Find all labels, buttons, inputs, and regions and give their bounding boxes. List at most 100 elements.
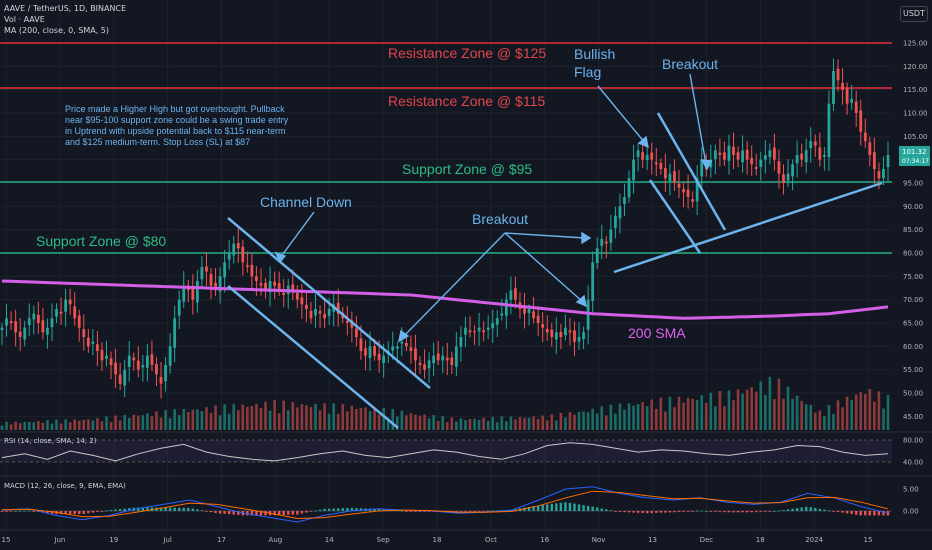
flag-lower-line[interactable] [648,179,702,254]
volume-bar [409,413,413,430]
candle-body [368,346,372,358]
candle-body [850,99,854,103]
currency-button[interactable]: USDT [900,6,928,22]
macd-line[interactable] [1,486,889,523]
candle-body [800,153,804,160]
volume-bar [132,414,136,430]
price-tick-label: 65.00 [903,320,923,328]
macd-histogram-bar [741,511,744,513]
macd-histogram-bar [87,511,90,514]
macd-histogram-bar [355,508,358,511]
channel-arrow [279,211,315,259]
volume-bar [586,412,590,430]
candle-body [382,355,386,364]
macd-histogram-bar [650,511,653,514]
time-tick-label: 2024 [805,536,823,544]
candle-body [877,171,881,179]
volume-bar [736,389,740,430]
rsi-tick-label: 80.00 [903,437,923,445]
channel-upper-line[interactable] [227,217,431,389]
macd-histogram-bar [686,511,690,512]
candle-body [627,178,631,198]
volume-bar [741,393,744,430]
candle-body [345,320,349,323]
volume-bar [246,406,249,430]
candle-body [32,313,36,320]
breakout-arrowhead-left [398,329,410,343]
breakout-arrow-mid [504,232,586,239]
macd-histogram-bar [873,511,876,516]
volume-label: Vol · AAVE [4,15,45,24]
volume-bar [691,398,694,430]
breakout-top-label: Breakout [662,56,718,72]
candle-body [300,297,304,305]
signal-line[interactable] [1,490,889,520]
macd-histogram-bar [78,511,81,515]
volume-bar [259,408,263,430]
volume-bar [73,419,76,430]
macd-histogram-bar [859,511,862,516]
macd-histogram-bar [877,511,881,516]
candle-body [509,290,513,300]
volume-bar [745,389,749,430]
volume-bar [486,421,490,430]
price-axis[interactable]: 45.00 50.00 55.00 60.00 65.00 70.00 75.00 80.00… [903,40,928,516]
time-axis[interactable]: 15 Jun 19 Jul 17 Aug 14 Sep 18 Oct 16 Nov 13 Dec 18 202… [2,536,873,544]
candle-body [245,265,249,267]
volume-bar [491,416,495,430]
macd-histogram-bar [682,511,685,512]
volume-bar [123,414,126,430]
macd-histogram-bar [591,506,594,511]
macd-histogram-bar [636,511,640,513]
candle-body [473,331,476,333]
volume-bar [405,415,408,430]
volume-bar [682,402,685,430]
volume-bar [55,419,58,430]
uptrend-line[interactable] [613,181,883,274]
volume-bar [146,413,149,430]
time-tick-label: Dec [700,536,714,544]
resistance-115-label: Resistance Zone @ $115 [388,93,545,109]
candle-body [623,197,626,205]
macd-histogram-bar [782,510,785,511]
candle-body [859,110,863,132]
macd-histogram-bar [223,511,226,514]
price-tick-label: 125.00 [903,40,928,48]
candle-body [732,146,735,155]
sma-200-line[interactable] [1,279,889,320]
candle-body [836,68,840,81]
macd-histogram-bar [23,510,26,512]
macd-histogram-bar [259,511,263,516]
volume-bar [623,409,626,430]
volume-bar [727,390,731,430]
time-tick-label: 13 [648,536,657,544]
macd-histogram-bar [745,511,749,513]
macd-histogram-bar [805,506,808,511]
volume-bar [850,399,853,430]
candle-body [527,309,531,314]
volume-bar [91,420,95,430]
volume-bar [709,392,713,430]
candle-body [763,155,767,160]
support-80-label: Support Zone @ $80 [36,233,166,249]
current-price-tag: 101.32 07:34:17 [899,146,930,166]
candle-body [582,332,585,340]
volume-bar [232,404,236,430]
volume-bar [336,413,340,430]
volume-bar [868,388,872,430]
macd-histogram-bar [546,504,549,511]
candle-body [250,264,254,277]
drawings [227,112,883,429]
volume-bar [355,409,358,430]
macd-histogram-bar [105,510,108,512]
macd-histogram-bar [464,511,467,512]
volume-bar [473,418,476,430]
flag-upper-line[interactable] [656,112,727,231]
candle-body [768,150,772,158]
candle-body [127,355,131,367]
volume-bar [495,422,499,430]
channel-lower-line[interactable] [227,285,399,429]
rsi-line[interactable] [1,442,889,462]
volume-bar [200,411,204,430]
